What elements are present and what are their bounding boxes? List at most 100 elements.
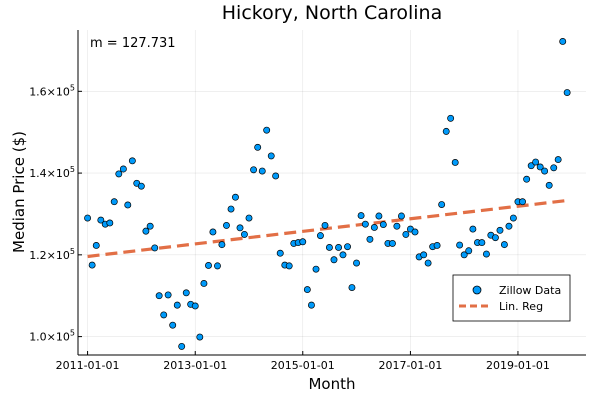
data-point: [500, 241, 508, 249]
data-point: [321, 221, 329, 229]
data-point: [442, 127, 450, 135]
data-point: [245, 214, 253, 222]
data-point: [469, 225, 477, 233]
data-point: [173, 301, 181, 309]
data-point: [541, 167, 549, 175]
data-point: [124, 201, 132, 209]
x-axis-label: Month: [308, 375, 355, 393]
y-axis-label: Median Price ($): [10, 131, 28, 253]
x-tick-label: 2019-01-01: [486, 359, 550, 372]
data-point: [335, 244, 343, 251]
data-point: [393, 222, 401, 230]
data-point: [532, 158, 540, 166]
data-point: [379, 221, 387, 229]
legend-box: [452, 274, 571, 322]
data-point: [240, 230, 248, 238]
data-point: [209, 228, 217, 236]
data-point: [84, 214, 92, 222]
data-point: [299, 238, 307, 246]
data-point: [254, 143, 262, 151]
y-tick-label: 1.2×105: [29, 247, 75, 262]
data-point: [155, 292, 163, 300]
data-point: [460, 251, 468, 259]
data-point: [389, 239, 396, 247]
data-point: [218, 241, 226, 249]
data-point: [433, 241, 441, 249]
data-point: [482, 250, 490, 258]
data-point: [330, 256, 338, 264]
data-point: [357, 212, 365, 220]
scatter-series: [84, 37, 571, 350]
data-point: [559, 37, 567, 45]
data-point: [370, 224, 378, 231]
data-point: [361, 220, 369, 228]
data-point: [128, 157, 136, 165]
data-point: [232, 193, 239, 201]
legend-marker-zillow: [472, 285, 482, 295]
data-point: [267, 152, 275, 160]
data-point: [142, 227, 150, 235]
data-point: [420, 251, 428, 259]
data-point: [88, 261, 96, 269]
plot-frame: [77, 30, 586, 356]
data-point: [115, 170, 123, 178]
data-point: [227, 205, 235, 213]
data-point: [545, 181, 553, 189]
data-point: [465, 247, 473, 255]
data-point: [451, 159, 459, 166]
data-point: [223, 221, 230, 229]
x-tick-label: 2011-01-01: [56, 359, 120, 372]
legend-label-linreg: Lin. Reg: [499, 300, 543, 313]
data-point: [366, 235, 374, 243]
data-point: [447, 114, 455, 122]
y-axis-ticks: 1.0×105 1.2×105 1.4×105 1.6×105: [29, 83, 82, 344]
data-point: [554, 156, 562, 164]
data-point: [151, 244, 159, 252]
data-point: [312, 265, 320, 273]
data-point: [250, 166, 258, 174]
data-point: [424, 259, 432, 267]
x-tick-label: 2017-01-01: [378, 359, 442, 372]
data-point: [97, 216, 105, 224]
x-tick-label: 2015-01-01: [271, 359, 335, 372]
data-point: [146, 222, 154, 230]
data-point: [456, 241, 464, 249]
data-point: [92, 241, 100, 249]
data-point: [411, 228, 419, 236]
data-point: [527, 162, 535, 170]
data-point: [164, 291, 172, 299]
data-point: [523, 175, 531, 183]
data-point: [263, 126, 271, 134]
chart-title: Hickory, North Carolina: [222, 2, 442, 24]
data-point: [272, 172, 280, 180]
data-point: [438, 201, 446, 209]
data-point: [550, 164, 558, 172]
data-point: [563, 89, 571, 96]
data-point: [258, 167, 266, 175]
data-point: [110, 198, 118, 206]
data-point: [505, 222, 513, 230]
data-point: [348, 284, 356, 291]
y-tick-label: 1.4×105: [29, 165, 75, 180]
data-point: [496, 226, 504, 234]
grid-lines: [78, 30, 586, 355]
data-point: [491, 234, 499, 242]
slope-annotation: m = 127.731: [90, 36, 176, 51]
x-axis-ticks: 2011-01-01 2013-01-01 2015-01-01 2017-01-01…: [56, 351, 550, 372]
data-point: [137, 182, 145, 190]
data-point: [303, 286, 311, 294]
data-point: [308, 301, 315, 309]
data-point: [402, 230, 410, 238]
data-point: [214, 262, 221, 270]
data-point: [478, 239, 486, 247]
data-point: [339, 251, 347, 259]
data-point: [236, 224, 244, 232]
data-point: [316, 232, 324, 240]
data-point: [205, 262, 212, 269]
legend: Zillow Data Lin. Reg: [452, 274, 571, 322]
data-point: [191, 302, 199, 310]
data-point: [169, 321, 177, 329]
regression-line-series: [87, 198, 568, 259]
data-point: [285, 262, 293, 270]
